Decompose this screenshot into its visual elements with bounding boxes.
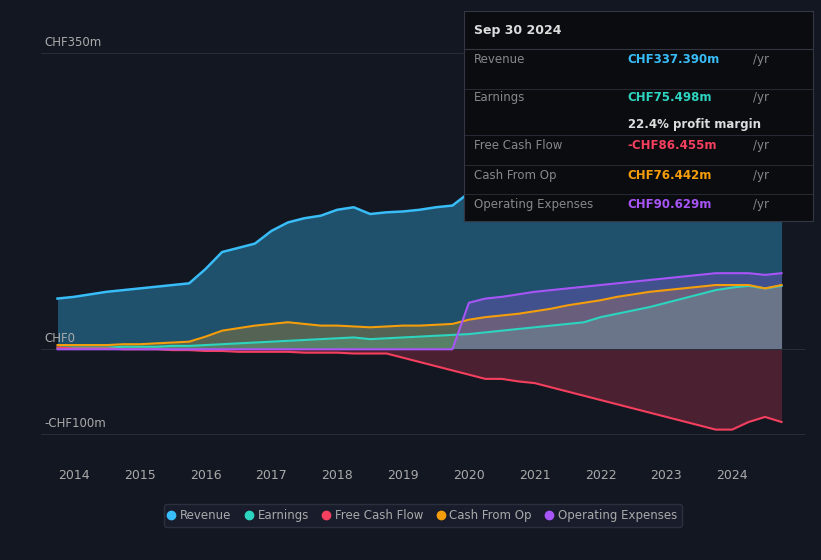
Text: CHF90.629m: CHF90.629m: [628, 198, 713, 211]
Text: /yr: /yr: [754, 198, 769, 211]
Text: /yr: /yr: [754, 169, 769, 181]
Text: CHF350m: CHF350m: [44, 36, 102, 49]
Text: /yr: /yr: [754, 53, 769, 66]
Text: Earnings: Earnings: [475, 91, 525, 104]
Text: Cash From Op: Cash From Op: [475, 169, 557, 181]
Text: -CHF86.455m: -CHF86.455m: [628, 139, 718, 152]
Text: 22.4% profit margin: 22.4% profit margin: [628, 118, 761, 131]
Text: /yr: /yr: [754, 139, 769, 152]
Text: Sep 30 2024: Sep 30 2024: [475, 24, 562, 37]
Text: Operating Expenses: Operating Expenses: [475, 198, 594, 211]
Text: -CHF100m: -CHF100m: [44, 417, 106, 430]
Text: Free Cash Flow: Free Cash Flow: [475, 139, 562, 152]
Text: CHF76.442m: CHF76.442m: [628, 169, 713, 181]
Text: CHF0: CHF0: [44, 332, 76, 345]
Legend: Revenue, Earnings, Free Cash Flow, Cash From Op, Operating Expenses: Revenue, Earnings, Free Cash Flow, Cash …: [164, 504, 681, 526]
Text: Revenue: Revenue: [475, 53, 525, 66]
Text: CHF337.390m: CHF337.390m: [628, 53, 720, 66]
Text: /yr: /yr: [754, 91, 769, 104]
Text: CHF75.498m: CHF75.498m: [628, 91, 713, 104]
